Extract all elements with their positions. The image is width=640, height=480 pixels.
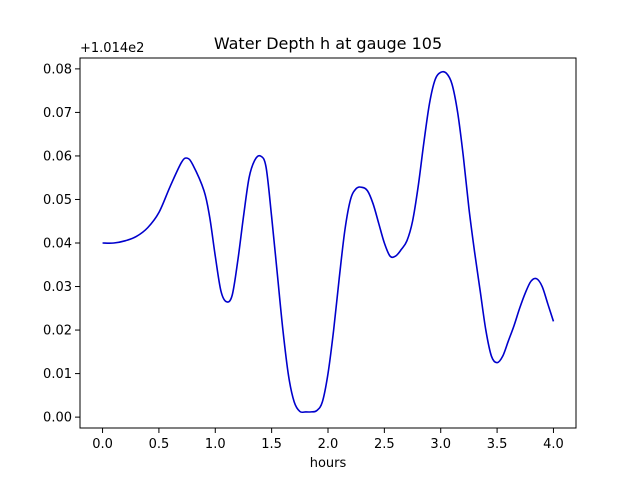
x-tick-label: 2.5 bbox=[374, 437, 395, 452]
x-tick-label: 0.0 bbox=[92, 437, 113, 452]
y-tick-label: 0.01 bbox=[43, 367, 72, 382]
series-line bbox=[102, 70, 555, 414]
x-tick-label: 3.5 bbox=[487, 437, 508, 452]
plot-area bbox=[102, 70, 555, 414]
x-tick-label: 1.0 bbox=[205, 437, 226, 452]
y-tick-label: 0.06 bbox=[43, 149, 72, 164]
y-offset-label: +1.014e2 bbox=[80, 41, 144, 56]
x-tick-label: 0.5 bbox=[149, 437, 170, 452]
x-tick-label: 3.0 bbox=[430, 437, 451, 452]
y-tick-label: 0.00 bbox=[43, 411, 72, 426]
x-tick-label: 2.0 bbox=[318, 437, 339, 452]
x-tick-label: 4.0 bbox=[543, 437, 564, 452]
y-tick-label: 0.04 bbox=[43, 237, 72, 252]
y-tick-label: 0.02 bbox=[43, 324, 72, 339]
y-tick-label: 0.05 bbox=[43, 193, 72, 208]
y-tick-label: 0.08 bbox=[43, 62, 72, 77]
chart-title: Water Depth h at gauge 105 bbox=[214, 34, 442, 53]
y-tick-label: 0.07 bbox=[43, 106, 72, 121]
x-axis-label: hours bbox=[310, 456, 347, 471]
y-tick-label: 0.03 bbox=[43, 280, 72, 295]
x-tick-label: 1.5 bbox=[261, 437, 282, 452]
